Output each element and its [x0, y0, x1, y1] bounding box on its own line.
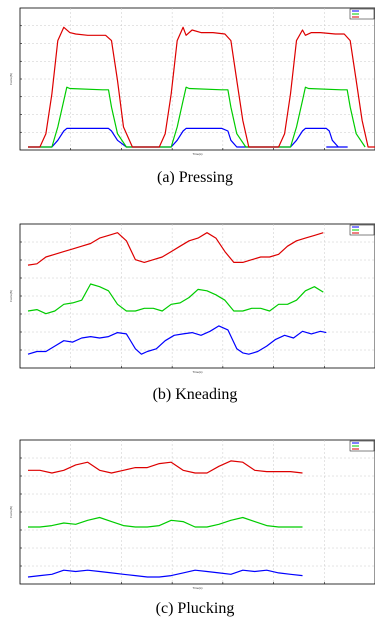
- chart-panel-2: Time(s) Force(N) (b) Kneading: [9, 223, 375, 403]
- series-line-2: [28, 86, 366, 148]
- series-line-2: [28, 516, 303, 528]
- chart-caption: (c) Plucking: [156, 600, 235, 617]
- series-line-3: [27, 232, 324, 266]
- series-line-1: [28, 127, 348, 148]
- legend-box: [349, 440, 375, 452]
- y-axis-title: Force(N): [9, 73, 13, 85]
- chart-panel-1: Time(s) Force(N) (a) Pressing: [9, 7, 375, 186]
- chart-caption: (a) Pressing: [157, 169, 233, 186]
- y-axis-title: Force(N): [9, 290, 13, 302]
- series-line-3: [28, 26, 375, 148]
- x-axis-title: Time(s): [192, 586, 202, 590]
- series-line-3: [28, 460, 303, 474]
- series-line-2: [27, 283, 324, 315]
- y-axis-title: Force(N): [9, 506, 13, 518]
- legend-box: [349, 8, 375, 20]
- legend-box: [349, 224, 375, 236]
- chart-panel-3: Time(s) Force(N) (c) Plucking: [9, 439, 375, 617]
- series-line-1: [27, 569, 303, 578]
- series-line-1: [27, 325, 327, 355]
- x-axis-title: Time(s): [192, 370, 202, 374]
- chart-caption: (b) Kneading: [153, 386, 238, 403]
- x-axis-title: Time(s): [192, 152, 202, 156]
